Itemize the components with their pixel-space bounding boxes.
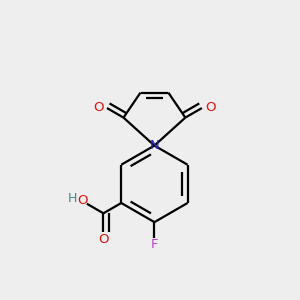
Text: N: N xyxy=(149,139,159,152)
Text: O: O xyxy=(205,101,215,114)
Text: F: F xyxy=(151,238,158,251)
Text: O: O xyxy=(93,101,104,114)
Text: H: H xyxy=(68,192,77,205)
Text: O: O xyxy=(77,194,88,207)
Text: O: O xyxy=(98,233,109,246)
